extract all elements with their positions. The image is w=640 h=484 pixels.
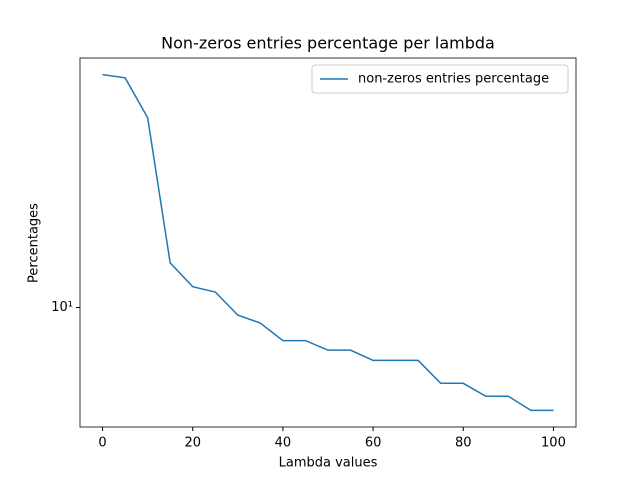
chart-title: Non-zeros entries percentage per lambda xyxy=(161,34,495,53)
legend-box xyxy=(311,64,569,94)
x-tick-label: 40 xyxy=(275,436,292,451)
y-axis-label: Percentages xyxy=(27,203,42,283)
plot-frame xyxy=(79,57,577,428)
x-tick-label: 100 xyxy=(541,436,566,451)
x-tick-label: 0 xyxy=(98,436,106,451)
x-axis-label: Lambda values xyxy=(279,456,378,471)
x-tick-label: 60 xyxy=(365,436,382,451)
y-tick-label: 10¹ xyxy=(51,300,73,315)
x-tick-label: 20 xyxy=(184,436,201,451)
x-tick-label: 80 xyxy=(455,436,472,451)
legend-label: non-zeros entries percentage xyxy=(358,72,549,87)
data-line xyxy=(102,73,554,412)
